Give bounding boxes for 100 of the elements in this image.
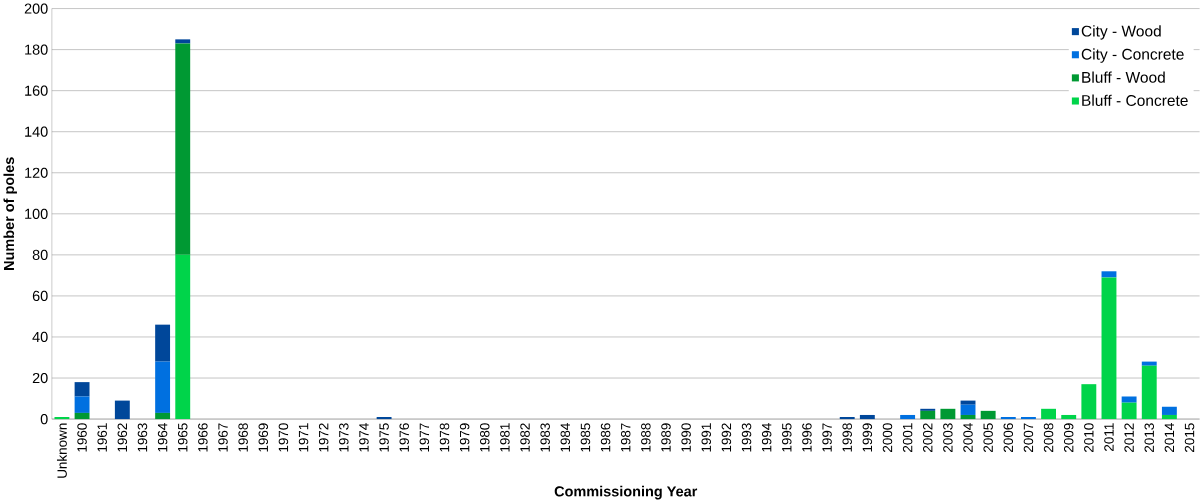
x-tick-label: 1964 (157, 423, 168, 452)
legend-label: City - Wood (1081, 25, 1161, 40)
y-tick-label: 160 (25, 85, 48, 96)
bar (74, 412, 90, 420)
x-tick-label: 2002 (922, 423, 933, 452)
bar (1101, 277, 1117, 420)
y-tick-label: 120 (25, 167, 48, 178)
x-tick-label: 1967 (218, 423, 228, 452)
y-tick-label: 0 (40, 413, 48, 425)
x-tick-label: 1969 (258, 423, 269, 452)
bar (54, 417, 70, 420)
bar (74, 396, 90, 413)
x-tick-label: 1962 (117, 423, 128, 452)
x-tick-label: 2012 (1124, 423, 1134, 452)
x-tick-label: 1965 (177, 423, 188, 452)
x-tick-label: 1987 (620, 423, 631, 452)
x-tick-label: 1981 (500, 423, 510, 452)
x-tick-label: 2008 (1043, 423, 1054, 452)
bar (175, 254, 191, 420)
x-tick-label: 1985 (580, 423, 591, 452)
bar (900, 415, 916, 420)
x-tick-label: 1974 (359, 423, 369, 452)
x-tick-label: 2005 (983, 423, 993, 452)
x-tick-label: 1978 (439, 423, 450, 452)
bar (155, 412, 171, 420)
x-tick-label: 1996 (802, 423, 812, 452)
bar (839, 417, 855, 420)
bar (980, 410, 996, 420)
legend-label: Bluff - Concrete (1082, 94, 1188, 107)
bar (155, 324, 171, 362)
bar (1101, 271, 1117, 278)
x-tick-label: 1976 (399, 423, 409, 452)
x-tick-label: 1973 (339, 423, 349, 452)
y-tick-label: 80 (32, 249, 48, 261)
x-tick-label: 1999 (862, 423, 873, 452)
x-tick-label: 1998 (842, 423, 852, 452)
x-tick-label: 1971 (298, 423, 309, 452)
legend-label: City - Concrete (1081, 48, 1184, 63)
bar (1000, 417, 1016, 420)
x-tick-label: 1970 (278, 423, 289, 452)
bar (859, 415, 875, 420)
x-tick-label: 1966 (198, 423, 208, 452)
bar (960, 415, 976, 420)
y-tick-label: 180 (25, 44, 48, 55)
y-tick-label: 100 (25, 208, 48, 220)
y-tick-label: 40 (32, 331, 48, 343)
bar (74, 382, 90, 397)
x-tick-label: 1991 (701, 423, 712, 452)
x-tick-label: 2004 (963, 423, 973, 452)
bar (1141, 361, 1157, 366)
bar (1161, 415, 1177, 420)
bar (1081, 384, 1097, 420)
bar (940, 408, 956, 420)
x-tick-label: 2011 (1104, 423, 1114, 452)
bar (1020, 417, 1036, 420)
bar (960, 400, 976, 405)
y-tick-label: 140 (25, 126, 48, 137)
x-tick-label: 1986 (600, 423, 611, 452)
x-tick-label: 1995 (782, 423, 792, 452)
x-tick-label: 2001 (902, 423, 913, 452)
x-tick-label: 2010 (1084, 423, 1094, 452)
bar (1061, 415, 1077, 420)
x-tick-label: 1960 (77, 423, 87, 452)
bar (175, 43, 191, 255)
y-tick-label: 200 (24, 3, 48, 14)
x-tick-label: 1988 (641, 423, 651, 452)
x-tick-label: 2015 (1184, 423, 1195, 452)
y-tick-label: 60 (32, 290, 48, 302)
bar (155, 361, 171, 413)
x-tick-label: 1989 (661, 423, 671, 452)
bar (1141, 365, 1157, 420)
x-tick-label: 1993 (741, 423, 752, 452)
x-tick-label: 1997 (822, 423, 832, 452)
x-tick-label: 1994 (761, 423, 772, 452)
bar (114, 400, 130, 420)
x-tick-label: 1961 (97, 423, 107, 452)
x-tick-label: 2007 (1023, 423, 1034, 452)
x-tick-label: 1968 (238, 423, 248, 452)
x-tick-label: 1980 (480, 423, 490, 452)
x-axis-title: Commissioning Year (554, 485, 698, 500)
x-tick-label: 1992 (721, 423, 732, 452)
x-tick-label: 1977 (419, 423, 430, 452)
bar (175, 39, 191, 44)
bar (1041, 408, 1057, 420)
bar (1121, 396, 1137, 403)
x-tick-label: 1979 (459, 423, 470, 452)
x-tick-label: 1963 (137, 423, 148, 452)
x-tick-label: 2009 (1063, 423, 1074, 452)
x-tick-label: 2000 (882, 423, 893, 452)
x-tick-label: 1982 (520, 423, 530, 452)
x-tick-label: 1983 (540, 423, 550, 452)
bar (376, 417, 392, 420)
x-tick-label: 2014 (1164, 423, 1175, 452)
legend-label: Bluff - Wood (1082, 71, 1165, 83)
x-tick-label: 2013 (1144, 423, 1154, 452)
x-tick-label: 2006 (1003, 423, 1014, 452)
y-tick-label: 20 (32, 372, 48, 384)
bar (1161, 406, 1177, 416)
x-tick-label: 1990 (681, 423, 691, 452)
x-tick-label: Unknown (56, 423, 67, 478)
